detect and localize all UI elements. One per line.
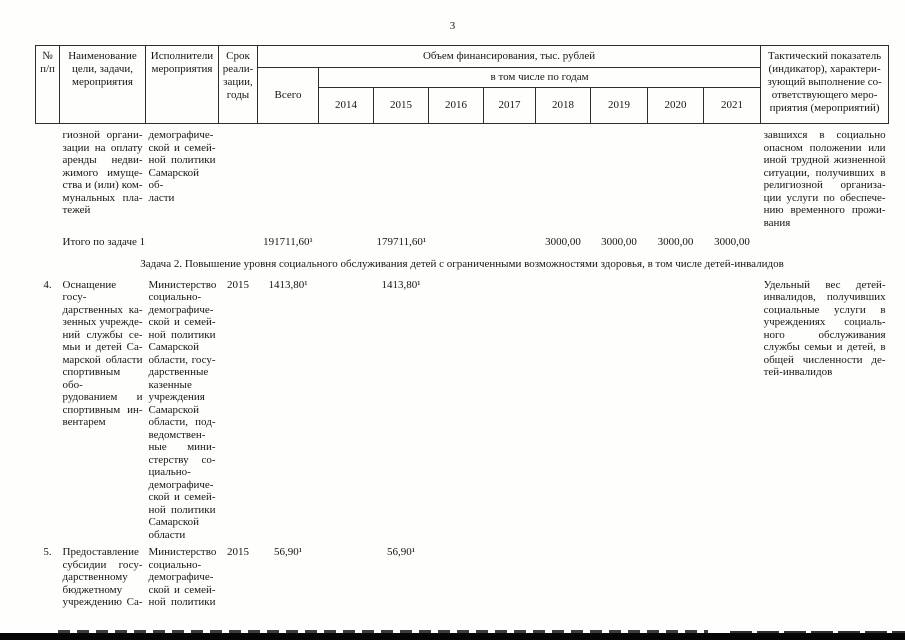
cell-empty <box>704 124 761 230</box>
cell-empty <box>536 274 591 542</box>
cell-2015: 1413,80¹ <box>381 278 421 291</box>
cell-empty <box>648 541 704 609</box>
cell-subtotal-label: Итого по задаче 1 <box>62 235 146 248</box>
cell-empty <box>761 541 889 609</box>
cell-measure-name: гиозной органи- зации на оплату аренды н… <box>62 129 143 216</box>
cell-empty <box>319 230 374 254</box>
task2-heading: Задача 2. Повышение уровня социального о… <box>140 257 784 270</box>
cell-empty <box>591 541 648 609</box>
header-cell-executors: Исполнители мероприятия <box>145 45 219 124</box>
table-row-5: 5. Предоставление субсидии госу- дарстве… <box>36 541 889 609</box>
cell-empty <box>429 230 484 254</box>
header-cell-year-2016: 2016 <box>428 87 484 124</box>
header-cell-indicator: Тактический показатель (индикатор), хара… <box>760 45 890 124</box>
cell-empty <box>36 124 60 230</box>
cell-empty <box>704 274 761 542</box>
header-cell-year-2020: 2020 <box>647 87 704 124</box>
cell-empty <box>219 124 258 230</box>
header-cell-term: Срок реали- зации, годы <box>218 45 258 124</box>
table-row-task2-heading: Задача 2. Повышение уровня социального о… <box>36 254 889 274</box>
cell-empty <box>429 541 484 609</box>
cell-subtotal-total: 191711,60¹ <box>263 235 313 248</box>
cell-executors: Министерство социально- демографиче- ско… <box>148 278 217 541</box>
cell-subtotal-2015: 179711,60¹ <box>376 235 427 248</box>
cell-term: 2015 <box>227 546 249 558</box>
cell-row-number: 5. <box>43 546 52 558</box>
cell-measure-name: Предоставление субсидии госу- дарственно… <box>62 546 143 608</box>
header-cell-name: Наименование цели, задачи, мероприятия <box>59 45 146 124</box>
cell-measure-name: Оснащение госу- дарственных ка- зенных у… <box>62 278 143 429</box>
header-cell-year-2018: 2018 <box>535 87 591 124</box>
header-cell-by-years: в том числе по годам <box>317 67 762 88</box>
cell-empty <box>258 124 319 230</box>
header-cell-funding: Объем финансирования, тыс. рублей <box>256 45 762 68</box>
cell-empty <box>319 274 374 542</box>
cell-subtotal-2020: 3000,00 <box>657 235 694 248</box>
cell-empty <box>484 230 536 254</box>
cell-empty <box>484 541 536 609</box>
header-cell-year-2019: 2019 <box>590 87 648 124</box>
cell-subtotal-2021: 3000,00 <box>714 235 750 248</box>
cell-subtotal-2019: 3000,00 <box>601 235 637 248</box>
header-cell-year-2021: 2021 <box>702 87 762 124</box>
cell-empty <box>484 124 536 230</box>
cell-empty <box>36 230 60 254</box>
cell-executors: Министерство социально- демографиче- ско… <box>148 546 217 608</box>
scan-noise-line-right <box>730 631 905 633</box>
cell-empty <box>761 230 889 254</box>
cell-2015: 56,90¹ <box>386 546 416 558</box>
cell-term: 2015 <box>227 278 249 291</box>
cell-empty <box>591 124 648 230</box>
cell-empty <box>319 541 374 609</box>
cell-subtotal-2018: 3000,00 <box>545 235 581 248</box>
header-cell-num: № п/п <box>35 45 60 124</box>
cell-empty <box>536 541 591 609</box>
cell-total: 56,90¹ <box>273 546 303 558</box>
cell-empty <box>319 124 374 230</box>
cell-empty <box>374 124 429 230</box>
program-financing-table: № п/п Наименование цели, задачи, меропри… <box>35 45 890 609</box>
cell-empty <box>429 274 484 542</box>
scan-artifact-bar <box>0 633 905 640</box>
cell-total: 1413,80¹ <box>268 278 308 291</box>
header-cell-year-2015: 2015 <box>373 87 429 124</box>
page-number: 3 <box>449 20 456 32</box>
scan-noise-line <box>58 630 708 633</box>
table-row-4: 4. Оснащение госу- дарственных ка- зенны… <box>36 274 889 542</box>
header-cell-year-2017: 2017 <box>483 87 536 124</box>
cell-empty <box>704 541 761 609</box>
cell-row-number: 4. <box>43 278 52 291</box>
cell-empty <box>648 274 704 542</box>
header-cell-year-2014: 2014 <box>318 87 374 124</box>
table-row-subtotal-task1: Итого по задаче 1 191711,60¹ 179711,60¹ … <box>36 230 889 254</box>
cell-empty <box>484 274 536 542</box>
cell-executors: демографиче- ской и семей- ной политики … <box>148 129 216 204</box>
cell-indicator: завшихся в социально опасном положении и… <box>763 129 886 229</box>
header-cell-total: Всего <box>257 67 319 124</box>
table-row-continuation: гиозной органи- зации на оплату аренды н… <box>36 124 889 230</box>
cell-empty <box>429 124 484 230</box>
cell-indicator: Удельный вес детей- инвалидов, получивши… <box>763 278 886 379</box>
cell-empty <box>536 124 591 230</box>
cell-empty <box>648 124 704 230</box>
cell-empty <box>591 274 648 542</box>
